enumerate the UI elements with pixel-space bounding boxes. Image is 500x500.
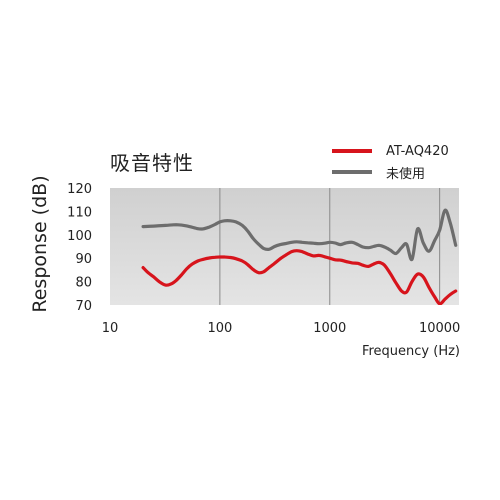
x-tick-label-100: 100 (207, 321, 232, 336)
y-tick-label-100: 100 (67, 229, 92, 244)
legend-swatch-unused (332, 170, 372, 174)
y-axis-label: Response (dB) (29, 175, 51, 313)
chart-title: 吸音特性 (110, 151, 194, 175)
x-axis-label: Frequency (Hz) (361, 344, 460, 359)
legend-item-unused: 未使用 (332, 163, 426, 182)
y-tick-label-90: 90 (75, 252, 92, 267)
legend-label-at-aq420: AT-AQ420 (386, 143, 449, 159)
y-tick-label-80: 80 (75, 276, 92, 291)
legend-label-unused: 未使用 (386, 166, 426, 182)
x-tick-label-10000: 10000 (419, 321, 460, 336)
y-tick-label-120: 120 (67, 182, 92, 197)
series-line-at-aq420 (141, 249, 458, 305)
y-tick-label-110: 110 (67, 205, 92, 220)
y-tick-label-70: 70 (75, 299, 92, 314)
legend-item-at-aq420: AT-AQ420 (332, 142, 449, 160)
legend-swatch-at-aq420 (332, 149, 372, 153)
x-tick-label-1000: 1000 (313, 321, 346, 336)
series-line-unused (141, 208, 458, 262)
x-tick-label-10: 10 (102, 321, 119, 336)
